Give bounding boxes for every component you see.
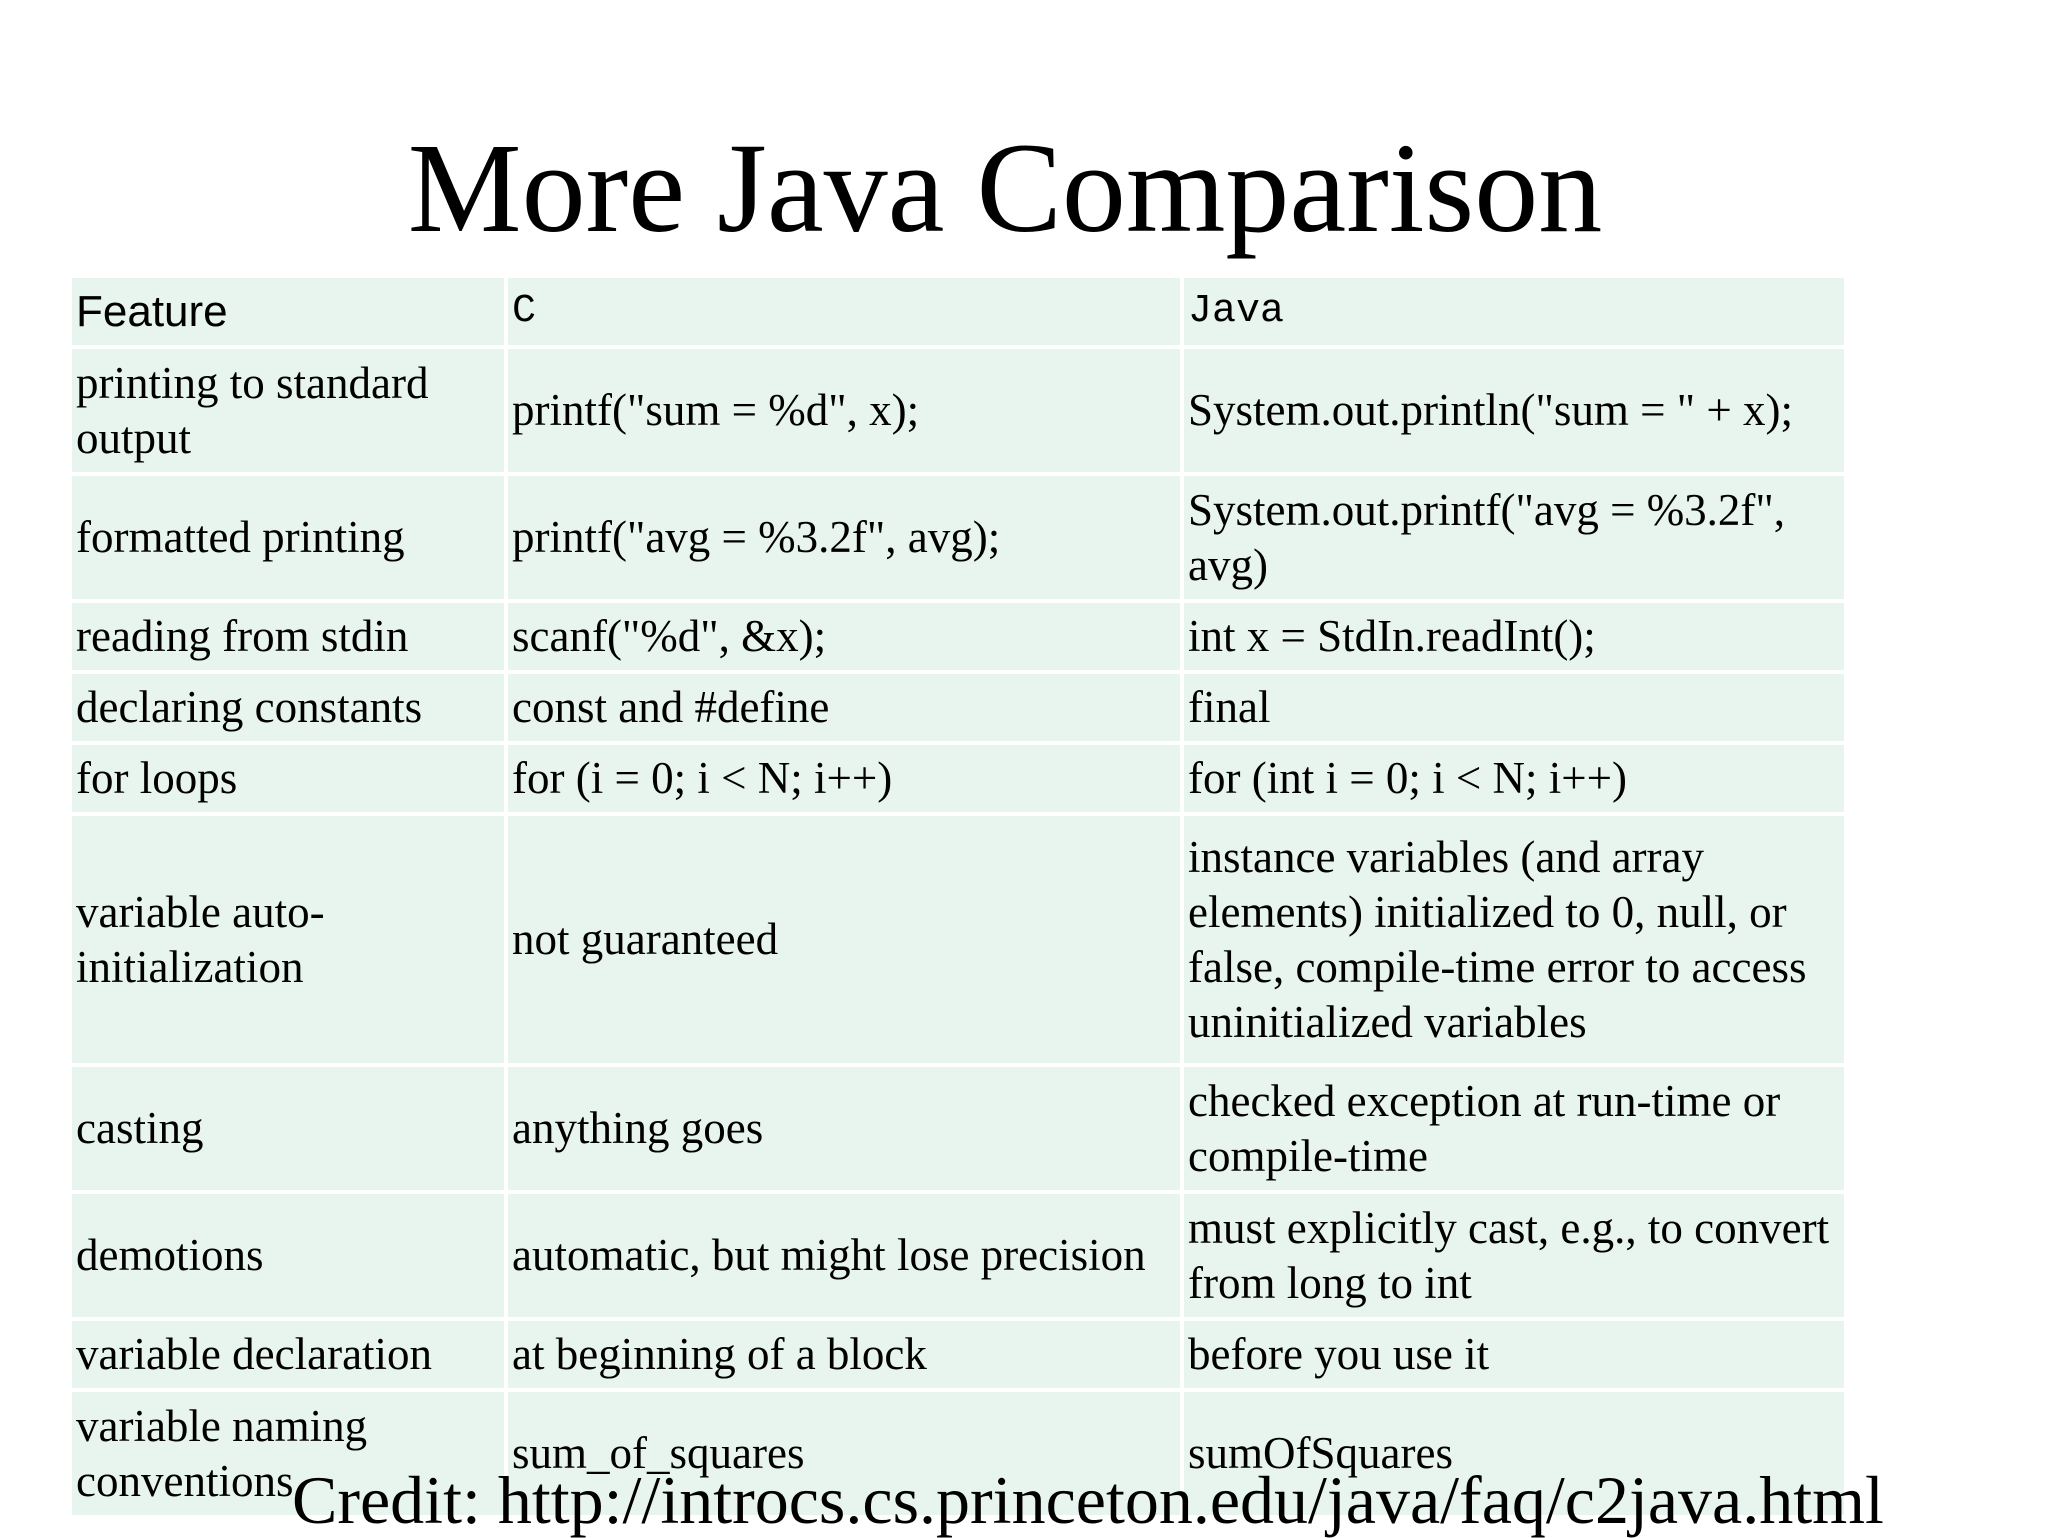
feature-cell: variable auto-initialization (68, 812, 508, 1067)
java-cell: sumOfSquares (1180, 1388, 1848, 1519)
feature-cell: casting (68, 1063, 508, 1194)
java-cell: before you use it (1180, 1317, 1848, 1392)
c-cell: not guaranteed (504, 812, 1184, 1067)
java-cell: for (int i = 0; i < N; i++) (1180, 741, 1848, 816)
table-row: demotions automatic, but might lose prec… (68, 1190, 1848, 1321)
table-row: variable declaration at beginning of a b… (68, 1317, 1848, 1392)
table-row: declaring constants const and #define fi… (68, 670, 1848, 745)
feature-cell: printing to standard output (68, 345, 508, 476)
header-feature: Feature (68, 274, 508, 349)
table-row: reading from stdin scanf("%d", &x); int … (68, 599, 1848, 674)
java-cell: int x = StdIn.readInt(); (1180, 599, 1848, 674)
java-cell: must explicitly cast, e.g., to convert f… (1180, 1190, 1848, 1321)
java-cell: final (1180, 670, 1848, 745)
c-cell: automatic, but might lose precision (504, 1190, 1184, 1321)
c-cell: at beginning of a block (504, 1317, 1184, 1392)
c-cell: printf("avg = %3.2f", avg); (504, 472, 1184, 603)
header-java: Java (1180, 274, 1848, 349)
comparison-table: Feature C Java printing to standard outp… (68, 274, 1848, 1519)
feature-cell: for loops (68, 741, 508, 816)
table-row: printing to standard output printf("sum … (68, 345, 1848, 476)
java-cell: System.out.println("sum = " + x); (1180, 345, 1848, 476)
table-row: formatted printing printf("avg = %3.2f",… (68, 472, 1848, 603)
c-cell: sum_of_squares (504, 1388, 1184, 1519)
java-cell: instance variables (and array elements) … (1180, 812, 1848, 1067)
c-cell: const and #define (504, 670, 1184, 745)
header-c: C (504, 274, 1184, 349)
feature-cell: declaring constants (68, 670, 508, 745)
feature-cell: formatted printing (68, 472, 508, 603)
table-row: variable naming conventions sum_of_squar… (68, 1388, 1848, 1519)
table-row: variable auto-initialization not guarant… (68, 812, 1848, 1067)
c-cell: anything goes (504, 1063, 1184, 1194)
java-cell: System.out.printf("avg = %3.2f", avg) (1180, 472, 1848, 603)
credit-text: Credit: http://introcs.cs.princeton.edu/… (292, 1462, 1884, 1538)
feature-cell: variable naming conventions (68, 1388, 508, 1519)
feature-cell: reading from stdin (68, 599, 508, 674)
c-cell: printf("sum = %d", x); (504, 345, 1184, 476)
java-cell: checked exception at run-time or compile… (1180, 1063, 1848, 1194)
slide-title: More Java Comparison (407, 117, 1603, 259)
feature-cell: demotions (68, 1190, 508, 1321)
c-cell: scanf("%d", &x); (504, 599, 1184, 674)
table-row: for loops for (i = 0; i < N; i++) for (i… (68, 741, 1848, 816)
table-row: casting anything goes checked exception … (68, 1063, 1848, 1194)
comparison-table-container: Feature C Java printing to standard outp… (68, 274, 1848, 1519)
table-header-row: Feature C Java (68, 274, 1848, 349)
feature-cell: variable declaration (68, 1317, 508, 1392)
c-cell: for (i = 0; i < N; i++) (504, 741, 1184, 816)
